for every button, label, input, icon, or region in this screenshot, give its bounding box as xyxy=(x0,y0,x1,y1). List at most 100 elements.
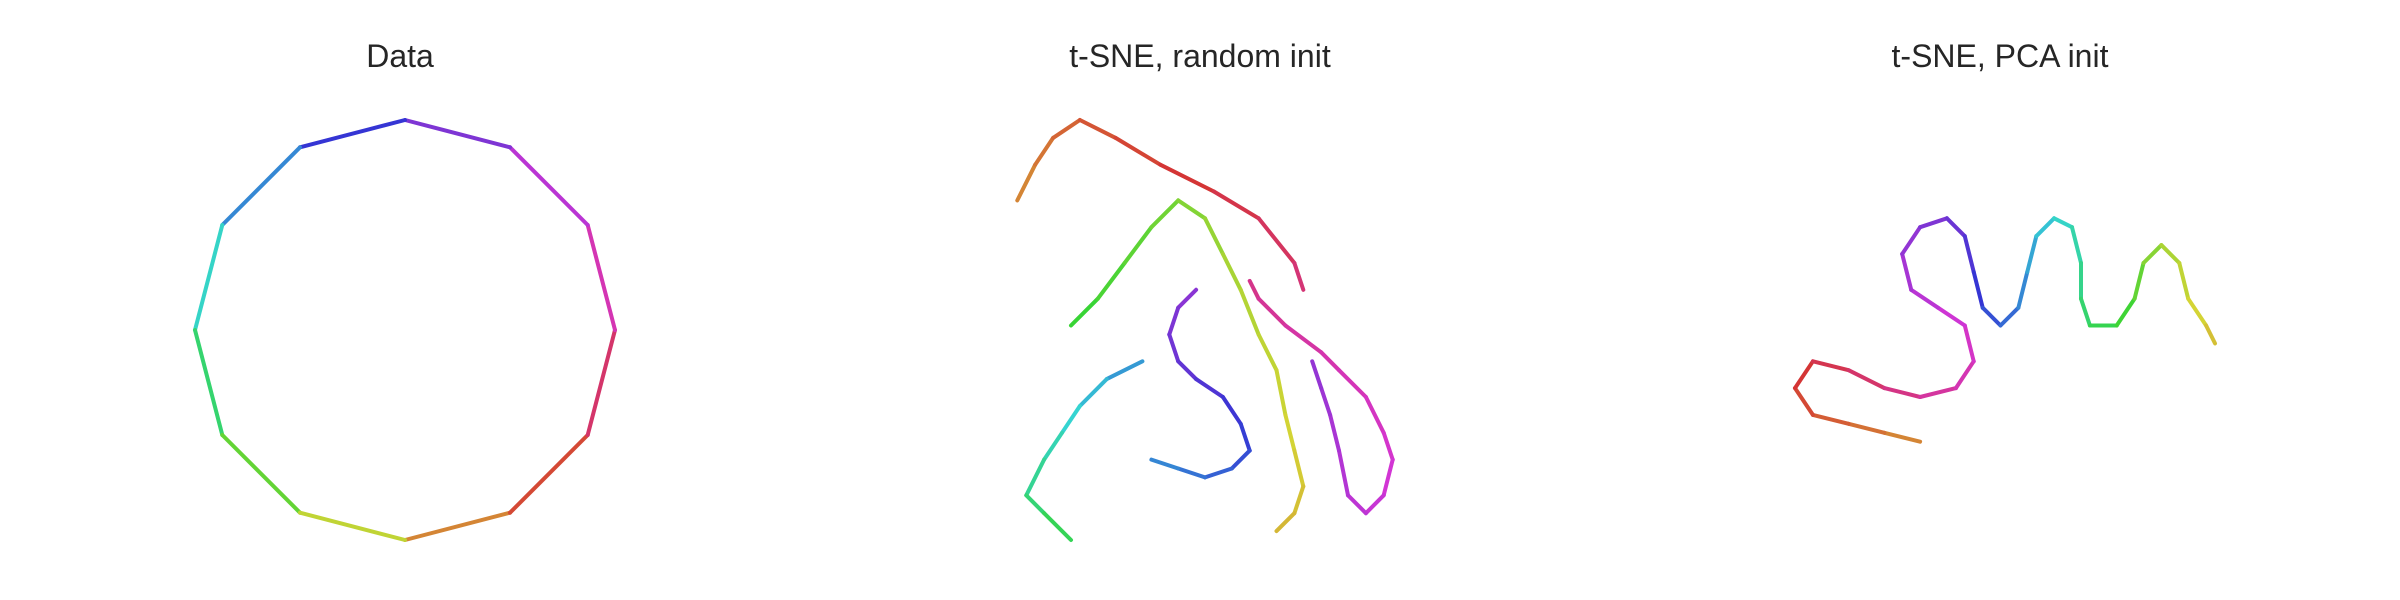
curve-segment xyxy=(1328,412,1341,453)
curve-segment xyxy=(1167,305,1181,337)
curve-segment xyxy=(1918,386,1958,399)
chart-panel-random-init: t-SNE, random init xyxy=(800,0,1600,600)
curve-segment xyxy=(1292,261,1306,292)
curve-segment xyxy=(403,118,512,150)
curve-segment xyxy=(1363,493,1386,516)
curve-segment xyxy=(1077,377,1109,408)
curve-segment xyxy=(2079,296,2092,328)
curve-segment xyxy=(1337,448,1350,498)
curve-segment xyxy=(1211,189,1261,221)
curve-segment xyxy=(1176,359,1199,382)
curve-segment xyxy=(1363,395,1386,435)
curve-segment xyxy=(2132,261,2146,301)
curve-segment xyxy=(1310,359,1324,391)
plot-area-random-init xyxy=(1015,118,1395,542)
curve-segment xyxy=(585,223,617,332)
curve-segment xyxy=(1203,216,1225,256)
curve-segment xyxy=(1962,323,1976,364)
curve-segment xyxy=(1149,198,1181,230)
curve-segment xyxy=(1962,234,1976,274)
curve-segment xyxy=(2034,216,2057,239)
series-group-pca-init xyxy=(1793,216,2217,444)
curve-segment xyxy=(298,510,407,542)
curve-segment xyxy=(1900,225,1923,256)
curve-segment xyxy=(193,223,225,332)
curve-segment xyxy=(1882,430,1923,444)
curve-segment xyxy=(1882,386,1923,399)
curve-segment xyxy=(1381,457,1395,498)
curve-segment xyxy=(1069,296,1100,328)
curve-segment xyxy=(1810,412,1851,426)
curve-segment xyxy=(1846,368,1887,391)
curve-segment xyxy=(1292,484,1306,516)
curve-segment xyxy=(2177,261,2191,301)
curve-segment xyxy=(1998,305,2021,328)
curve-segment xyxy=(1060,404,1082,435)
curve-segment xyxy=(1980,305,2003,328)
curve-segment xyxy=(1238,421,1252,453)
curve-segment xyxy=(1158,162,1216,194)
curve-segment xyxy=(1292,448,1306,489)
chart-title-data: Data xyxy=(366,38,434,74)
curve-segment xyxy=(2186,296,2209,328)
chart-panel-data: Data xyxy=(0,0,800,600)
curve-segment xyxy=(1256,332,1279,373)
curve-segment xyxy=(193,328,225,437)
curve-segment xyxy=(2025,234,2039,274)
curve-segment xyxy=(1918,216,1949,230)
curve-segment xyxy=(298,118,407,150)
curve-segment xyxy=(1024,493,1047,516)
curve-segment xyxy=(1176,466,1207,480)
curve-segment xyxy=(220,433,302,515)
curve-segment xyxy=(1283,412,1297,453)
curve-segment xyxy=(2016,269,2030,310)
curve-segment xyxy=(1095,261,1127,301)
curve-segment xyxy=(1256,296,1288,328)
curve-segment xyxy=(1337,368,1368,399)
curve-segment xyxy=(1203,466,1234,480)
curve-segment xyxy=(2114,296,2137,328)
curve-segment xyxy=(1793,386,1815,417)
chart-panel-pca-init: t-SNE, PCA init xyxy=(1600,0,2400,600)
curve-segment xyxy=(1319,350,1341,373)
curve-segment xyxy=(1104,359,1145,382)
plot-area-pca-init xyxy=(1793,216,2217,444)
curve-segment xyxy=(1176,287,1199,310)
curve-segment xyxy=(1113,135,1163,167)
curve-segment xyxy=(1042,511,1073,542)
curve-segment xyxy=(1909,287,1940,310)
curve-segment xyxy=(220,145,302,227)
curve-segment xyxy=(1042,430,1064,462)
curve-segment xyxy=(1381,430,1395,462)
curve-segment xyxy=(1900,252,1914,292)
curve-segment xyxy=(1319,386,1333,417)
plot-area-data xyxy=(193,118,617,542)
chart-title-random-init: t-SNE, random init xyxy=(1069,38,1331,74)
curve-segment xyxy=(2070,225,2083,265)
curve-segment xyxy=(1793,359,1815,391)
curve-segment xyxy=(1256,216,1297,265)
chart-title-pca-init: t-SNE, PCA init xyxy=(1891,38,2109,74)
curve-segment xyxy=(1077,118,1118,140)
curve-segment xyxy=(1846,421,1887,435)
curve-segment xyxy=(1024,457,1047,498)
curve-segment xyxy=(585,328,617,437)
curve-segment xyxy=(1122,225,1154,265)
curve-segment xyxy=(2159,243,2182,265)
curve-segment xyxy=(2052,216,2074,230)
curve-segment xyxy=(2204,323,2217,346)
curve-segment xyxy=(1247,278,1261,301)
curve-segment xyxy=(1944,216,1967,239)
curve-segment xyxy=(1274,511,1297,534)
curve-segment xyxy=(1346,493,1368,516)
curve-segment xyxy=(1971,269,1985,310)
curve-segment xyxy=(1936,305,1967,328)
curve-segment xyxy=(1033,135,1056,167)
curve-segment xyxy=(1051,118,1082,140)
curve-segment xyxy=(1176,198,1207,221)
curve-segment xyxy=(508,433,590,515)
curve-segment xyxy=(1149,457,1181,471)
curve-segment xyxy=(1238,287,1261,337)
curve-segment xyxy=(403,510,512,542)
curve-segment xyxy=(1220,252,1243,292)
